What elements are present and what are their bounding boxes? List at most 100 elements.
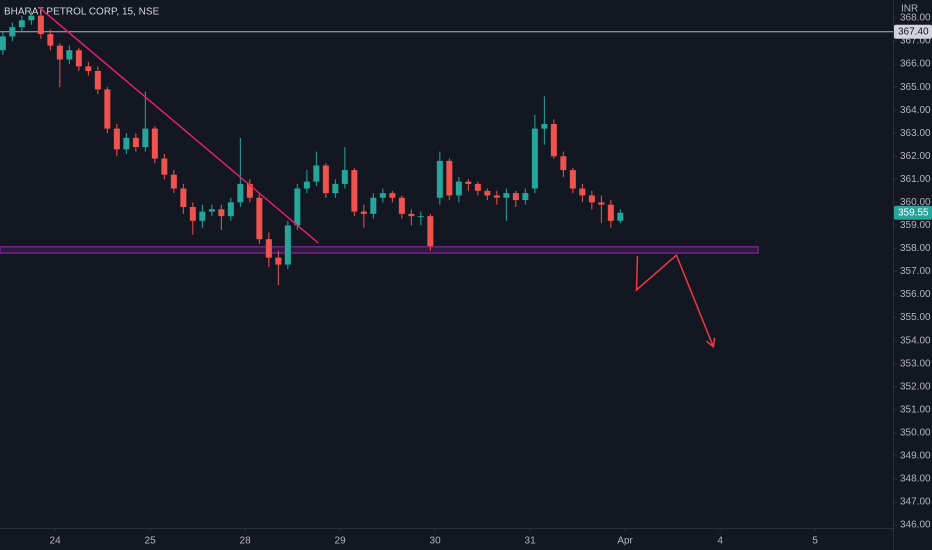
candle-body xyxy=(151,128,158,159)
candle-body xyxy=(142,128,149,148)
candle-body xyxy=(246,183,253,198)
candle-body xyxy=(512,193,519,201)
y-tick-label: 352.00 xyxy=(900,381,931,392)
candle-body xyxy=(560,156,567,171)
candle-body xyxy=(531,128,538,189)
support-zone xyxy=(0,246,759,254)
y-tick-label: 359.00 xyxy=(900,220,931,231)
candle-body xyxy=(104,89,111,129)
candle-body xyxy=(455,181,462,196)
y-tick-label: 361.00 xyxy=(900,174,931,185)
candle-body xyxy=(227,202,234,217)
candle-body xyxy=(189,206,196,221)
candle-body xyxy=(275,257,282,265)
candle-body xyxy=(522,193,529,201)
candle-body xyxy=(161,158,168,175)
y-tick-label: 353.00 xyxy=(900,358,931,369)
candle-body xyxy=(474,183,481,191)
y-tick-label: 347.00 xyxy=(900,497,931,508)
candle-body xyxy=(493,195,500,198)
y-tick-label: 367.00 xyxy=(900,36,931,47)
candle-body xyxy=(607,204,614,221)
candle-body xyxy=(56,45,63,60)
candle-body xyxy=(237,183,244,203)
candle-body xyxy=(75,50,82,67)
candle-body xyxy=(94,70,101,90)
candle-body xyxy=(398,197,405,214)
price-label: 359.55 xyxy=(898,207,929,218)
y-tick-label: 360.00 xyxy=(900,197,931,208)
x-tick-label: 29 xyxy=(335,536,347,547)
y-tick-label: 356.00 xyxy=(900,289,931,300)
candle-body xyxy=(303,181,310,189)
candle-body xyxy=(351,170,358,212)
candle-body xyxy=(332,183,339,194)
x-tick-label: 5 xyxy=(812,536,818,547)
price-label-box xyxy=(894,205,932,220)
candle-body xyxy=(313,165,320,182)
candle-body xyxy=(218,209,225,217)
y-tick-label: 348.00 xyxy=(900,474,931,485)
candle-body xyxy=(47,34,54,46)
candle-body xyxy=(199,211,206,221)
candle-body xyxy=(446,160,453,196)
y-tick-label: 366.00 xyxy=(900,59,931,70)
candle-body xyxy=(28,15,35,21)
candle-body xyxy=(569,170,576,189)
candle-body xyxy=(123,137,130,150)
x-tick-label: 30 xyxy=(430,536,442,547)
candle-body xyxy=(132,137,139,148)
candle-body xyxy=(436,160,443,198)
candle-body xyxy=(265,239,272,258)
candle-body xyxy=(256,197,263,240)
y-tick-label: 357.00 xyxy=(900,266,931,277)
x-tick-label: 25 xyxy=(145,536,157,547)
trend-line xyxy=(39,7,319,244)
candle-body xyxy=(18,20,25,28)
y-tick-label: 363.00 xyxy=(900,128,931,139)
candle-body xyxy=(341,170,348,184)
candle-body xyxy=(617,212,624,221)
projection-path xyxy=(635,253,715,348)
candle-body xyxy=(113,128,120,150)
candle-body xyxy=(66,50,73,60)
y-tick-label: 354.00 xyxy=(900,335,931,346)
price-label-box xyxy=(894,24,932,39)
currency-label: INR xyxy=(901,4,918,15)
candle-body xyxy=(503,193,510,198)
candle-body xyxy=(541,123,548,129)
arrow-head xyxy=(706,337,716,349)
candle-body xyxy=(427,216,434,247)
y-tick-label: 350.00 xyxy=(900,427,931,438)
y-tick-label: 355.00 xyxy=(900,312,931,323)
candle-body xyxy=(284,225,291,265)
y-tick-label: 365.00 xyxy=(900,82,931,93)
candle-body xyxy=(9,27,16,37)
x-tick-label: 28 xyxy=(240,536,252,547)
x-tick-label: 31 xyxy=(525,536,537,547)
candle-body xyxy=(180,188,187,207)
chart-title: BHARAT PETROL CORP, 15, NSE xyxy=(4,7,160,18)
candle-body xyxy=(379,193,386,198)
candle-body xyxy=(408,213,415,217)
candle-body xyxy=(294,188,301,226)
candle-body xyxy=(550,123,557,157)
candle-body xyxy=(389,193,396,198)
candle-body xyxy=(417,216,424,218)
candle-body xyxy=(598,202,605,205)
candle-body xyxy=(465,181,472,184)
y-tick-label: 362.00 xyxy=(900,151,931,162)
candle-body xyxy=(37,15,44,35)
y-tick-label: 368.00 xyxy=(900,13,931,24)
y-tick-label: 358.00 xyxy=(900,243,931,254)
price-label: 367.40 xyxy=(898,26,929,37)
candle-body xyxy=(579,188,586,196)
candle-body xyxy=(360,211,367,214)
candle-body xyxy=(170,174,177,189)
x-tick-label: 4 xyxy=(717,536,723,547)
candle-body xyxy=(322,165,329,194)
y-tick-label: 364.00 xyxy=(900,105,931,116)
candle-body xyxy=(208,209,215,212)
